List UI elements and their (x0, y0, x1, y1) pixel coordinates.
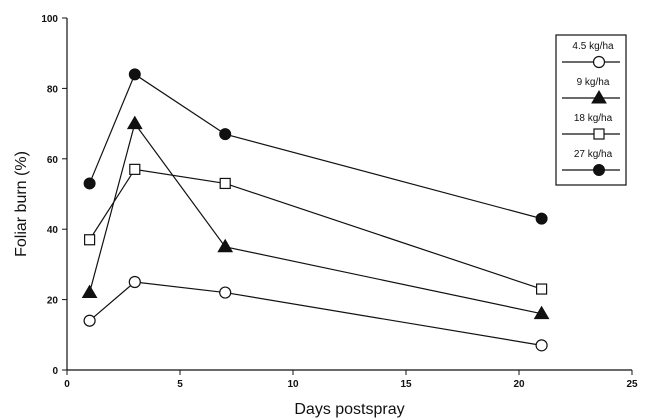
y-tick-label: 20 (47, 296, 59, 307)
data-point (83, 234, 96, 246)
axes (66, 18, 632, 371)
legend-label: 4.5 kg/ha (572, 41, 614, 52)
series-3 (83, 163, 548, 295)
y-axis-ticks: 0 20 40 60 80 100 (41, 14, 67, 377)
x-axis-ticks: 0 5 10 15 20 25 (64, 370, 638, 390)
x-tick-label: 0 (64, 379, 70, 390)
y-tick-label: 60 (47, 155, 59, 166)
x-tick-label: 25 (626, 379, 638, 390)
legend-marker (591, 90, 607, 104)
legend-label: 27 kg/ha (574, 149, 613, 160)
legend-marker (592, 55, 606, 69)
x-axis-title: Days postspray (294, 401, 404, 418)
data-point (129, 163, 141, 175)
data-point (217, 238, 234, 253)
data-point (219, 177, 231, 190)
data-point (535, 339, 548, 352)
series-line (89, 73, 542, 220)
y-tick-label: 80 (47, 84, 59, 95)
x-tick-label: 20 (513, 379, 525, 390)
data-point (535, 283, 548, 295)
legend-label: 18 kg/ha (574, 113, 613, 124)
data-point (533, 305, 550, 320)
data-point (128, 275, 141, 289)
x-tick-label: 5 (177, 379, 183, 390)
data-point (126, 115, 143, 130)
y-tick-label: 100 (41, 14, 58, 25)
legend-label: 9 kg/ha (577, 77, 610, 88)
series-1 (83, 275, 548, 352)
legend-marker (593, 164, 605, 176)
series-line (89, 122, 542, 315)
series-line (89, 168, 542, 290)
legend-box (555, 34, 627, 186)
series-4 (83, 68, 548, 225)
data-point (535, 212, 548, 225)
data-point (81, 284, 98, 299)
data-point (83, 314, 96, 327)
x-tick-label: 15 (400, 379, 412, 390)
data-point (219, 128, 232, 141)
y-tick-label: 0 (52, 366, 58, 377)
data-point (128, 68, 141, 81)
series-group (81, 68, 550, 352)
legend-marker (593, 128, 605, 140)
y-axis-title: Foliar burn (%) (13, 151, 30, 257)
legend: 4.5 kg/ha 9 kg/ha 18 kg/ha 27 kg/ha (555, 34, 627, 186)
data-point (83, 177, 96, 190)
series-line (89, 281, 542, 346)
series-2 (81, 115, 550, 320)
x-tick-label: 10 (287, 379, 299, 390)
data-point (219, 286, 232, 299)
y-tick-label: 40 (47, 225, 59, 236)
